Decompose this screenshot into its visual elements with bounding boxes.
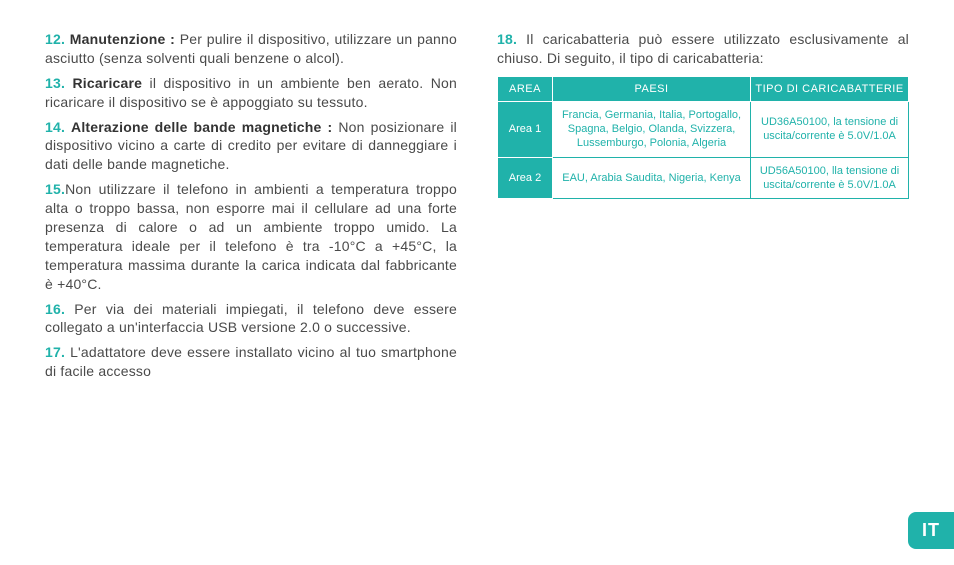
language-tab: IT [908,512,954,549]
item-number: 13. [45,75,65,91]
cell-area: Area 1 [498,101,553,157]
item-number: 18. [497,31,517,47]
item-text: Per via dei materiali impiegati, il tele… [45,301,457,336]
th-area: AREA [498,76,553,101]
item-number: 14. [45,119,65,135]
paragraph-18: 18. Il caricabatteria può essere utilizz… [497,30,909,68]
table-header: AREA PAESI TIPO DI CARICABATTERIE [498,76,909,101]
item-text: Il caricabatteria può essere utilizzato … [497,31,909,66]
item-bold: Alterazione delle bande magnetiche : [71,119,332,135]
item-bold: Manutenzione : [70,31,175,47]
charger-table: AREA PAESI TIPO DI CARICABATTERIE Area 1… [497,76,909,199]
table-body: Area 1 Francia, Germania, Italia, Portog… [498,101,909,198]
cell-paesi: EAU, Arabia Saudita, Nigeria, Kenya [553,157,751,199]
th-tipo: TIPO DI CARICABATTERIE [751,76,909,101]
item-number: 15. [45,181,65,197]
cell-tipo: UD36A50100, la tensione di uscita/corren… [751,101,909,157]
cell-paesi: Francia, Germania, Italia, Portogallo, S… [553,101,751,157]
cell-area: Area 2 [498,157,553,199]
item-number: 12. [45,31,65,47]
item-text: Non utilizzare il telefono in ambienti a… [45,181,457,291]
cell-tipo: UD56A50100, lla tensione di uscita/corre… [751,157,909,199]
left-column: 12. Manutenzione : Per pulire il disposi… [45,30,457,387]
paragraph-14: 14. Alterazione delle bande magnetiche :… [45,118,457,175]
paragraph-16: 16. Per via dei materiali impiegati, il … [45,300,457,338]
th-paesi: PAESI [553,76,751,101]
paragraph-15: 15.Non utilizzare il telefono in ambient… [45,180,457,293]
right-column: 18. Il caricabatteria può essere utilizz… [497,30,909,387]
paragraph-17: 17. L'adattatore deve essere installato … [45,343,457,381]
two-column-layout: 12. Manutenzione : Per pulire il disposi… [45,30,909,387]
table-row: Area 1 Francia, Germania, Italia, Portog… [498,101,909,157]
item-text: L'adattatore deve essere installato vici… [45,344,457,379]
item-bold: Ricaricare [72,75,142,91]
table-row: Area 2 EAU, Arabia Saudita, Nigeria, Ken… [498,157,909,199]
item-number: 17. [45,344,65,360]
item-number: 16. [45,301,65,317]
paragraph-12: 12. Manutenzione : Per pulire il disposi… [45,30,457,68]
paragraph-13: 13. Ricaricare il dispositivo in un ambi… [45,74,457,112]
